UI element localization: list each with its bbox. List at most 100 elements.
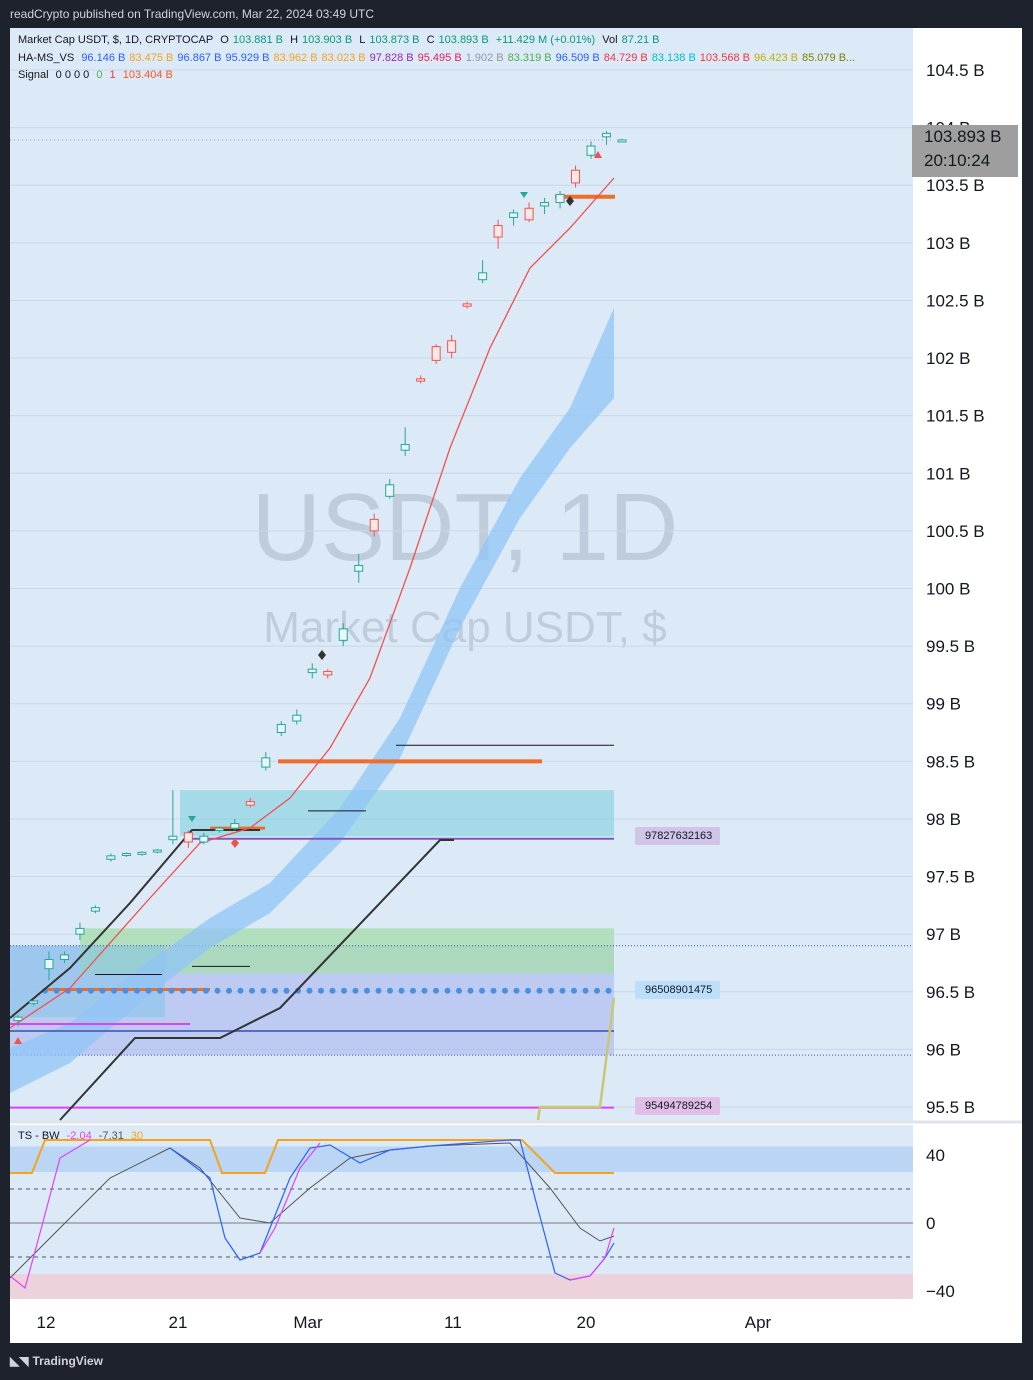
signal-up-red xyxy=(14,1037,22,1044)
candle-body xyxy=(44,959,54,970)
level-blue-dot xyxy=(444,987,451,994)
time-axis-label: Apr xyxy=(745,1313,772,1332)
candle-body xyxy=(586,145,596,156)
price-axis-label: 102 B xyxy=(926,349,970,368)
legend-change: +11.429 M (+0.01%) xyxy=(495,34,596,46)
osc-magenta-line xyxy=(569,1227,615,1281)
price-axis-label: 98 B xyxy=(926,810,961,829)
level-blue-dot xyxy=(341,987,347,994)
legend-signal-green: 0 xyxy=(96,69,103,81)
price-axis-label: 95.5 B xyxy=(926,1098,975,1117)
candle-body xyxy=(168,835,178,841)
signal-down-green xyxy=(520,192,528,198)
price-axis-label: 98.5 B xyxy=(926,752,975,771)
legend-ha-value: 83.319 B xyxy=(507,52,552,64)
price-axis-label: 99.5 B xyxy=(926,637,975,656)
level-blue-dot xyxy=(260,987,267,994)
level-blue-dot xyxy=(502,987,508,994)
osc-axis-label: 40 xyxy=(926,1146,945,1165)
tag-pink-level: 95494789254 xyxy=(635,1097,721,1115)
level-blue-dot xyxy=(191,987,198,994)
level-blue-dot xyxy=(76,987,83,994)
level-blue-dot xyxy=(122,987,129,994)
legend-symbol: Market Cap USDT, $, 1D, CRYPTOCAP xyxy=(18,34,214,46)
level-blue-dot xyxy=(180,987,186,994)
price-axis-label: 96 B xyxy=(926,1040,961,1059)
legend-signal-one: 1 xyxy=(109,69,116,81)
legend-ha-values: 96.146 B 83.475 B 96.867 B 95.929 B 83.962 B… xyxy=(81,52,859,64)
level-blue-dot xyxy=(513,987,520,994)
candle-body xyxy=(152,849,162,853)
time-axis-label: 20 xyxy=(577,1313,596,1332)
legend-ha-value: 1.902 B xyxy=(465,52,504,64)
candle-body xyxy=(524,207,534,221)
legend-close: C 103.893 B xyxy=(426,34,489,46)
candle-body xyxy=(617,139,627,143)
price-axis-label: 100 B xyxy=(926,580,970,599)
legend-osc-v3: 30 xyxy=(130,1130,144,1142)
candle-body xyxy=(121,853,131,857)
level-blue-dot xyxy=(490,987,497,994)
legend-signal-name: Signal xyxy=(18,69,49,81)
osc-magenta-line xyxy=(10,1139,91,1290)
level-blue-dot xyxy=(548,987,554,994)
price-axis-label: 99 B xyxy=(926,695,961,714)
legend-osc-name: TS - BW xyxy=(18,1130,60,1142)
legend-ha-value: 85.079 B... xyxy=(802,52,856,64)
price-axis-label: 104.5 B xyxy=(926,61,985,80)
level-blue-dot xyxy=(203,987,209,994)
level-blue-dot xyxy=(157,987,163,994)
price-axis-label: 103.5 B xyxy=(926,176,985,195)
trend-line-lower xyxy=(59,839,454,1121)
candle-body xyxy=(602,132,612,138)
level-blue-dot xyxy=(53,987,60,994)
candle-body xyxy=(90,907,100,912)
candle-body xyxy=(354,564,364,572)
candle-body xyxy=(261,757,271,768)
legend-signal: Signal 0 0 0 0 0 1 103.404 B xyxy=(18,69,177,81)
legend-ha-value: 83.475 B xyxy=(129,52,174,64)
chart-frame[interactable]: USDT, 1D Market Cap USDT, $ 104.5 B104 B… xyxy=(10,28,1022,1343)
legend-ha-value: 95.495 B xyxy=(417,52,462,64)
level-blue-dot xyxy=(226,987,232,994)
time-axis-label: 12 xyxy=(37,1313,56,1332)
candle-body xyxy=(292,714,302,722)
time-axis-label: Mar xyxy=(293,1313,323,1332)
olive-line xyxy=(536,997,616,1121)
candle-body xyxy=(28,1000,38,1004)
tradingview-brand: TradingView xyxy=(32,1354,103,1368)
legend-osc-v2: -7.31 xyxy=(98,1130,124,1142)
level-blue-dot xyxy=(134,987,140,994)
legend-ha-value: 96.867 B xyxy=(177,52,222,64)
legend-ha-value: 96.146 B xyxy=(81,52,126,64)
level-blue-dot xyxy=(536,987,543,994)
level-blue-dot xyxy=(352,987,359,994)
level-blue-dot xyxy=(65,987,71,994)
candle-body xyxy=(540,202,550,207)
level-blue-dot xyxy=(272,987,278,994)
candle-body xyxy=(183,832,193,843)
level-blue-dot xyxy=(456,987,462,994)
level-blue-dot xyxy=(387,987,393,994)
candle-body xyxy=(137,851,147,855)
osc-axis-label: 0 xyxy=(926,1214,935,1233)
legend-osc-v1: -2.04 xyxy=(66,1130,92,1142)
tradingview-logo-icon: ◣◥ xyxy=(10,1354,29,1368)
level-blue-dot xyxy=(306,987,313,994)
candle-body xyxy=(323,670,333,676)
tag-purple-level: 97827632163 xyxy=(635,827,721,845)
legend-ha-name: HA-MS_VS xyxy=(18,52,75,64)
level-blue-dot xyxy=(99,987,106,994)
level-blue-dot xyxy=(88,987,94,994)
legend-ha-value: 96.423 B xyxy=(753,52,798,64)
signal-down-green xyxy=(188,816,196,822)
price-axis-label: 101 B xyxy=(926,464,970,483)
level-blue-dot xyxy=(571,987,577,994)
legend-ha-value: 83.962 B xyxy=(273,52,318,64)
candle-body xyxy=(13,1016,23,1022)
candle-body xyxy=(431,346,441,361)
osc-axis-label: −40 xyxy=(926,1282,955,1301)
tradingview-footer[interactable]: ◣◥ TradingView xyxy=(10,1354,103,1368)
level-blue-dot xyxy=(168,987,175,994)
